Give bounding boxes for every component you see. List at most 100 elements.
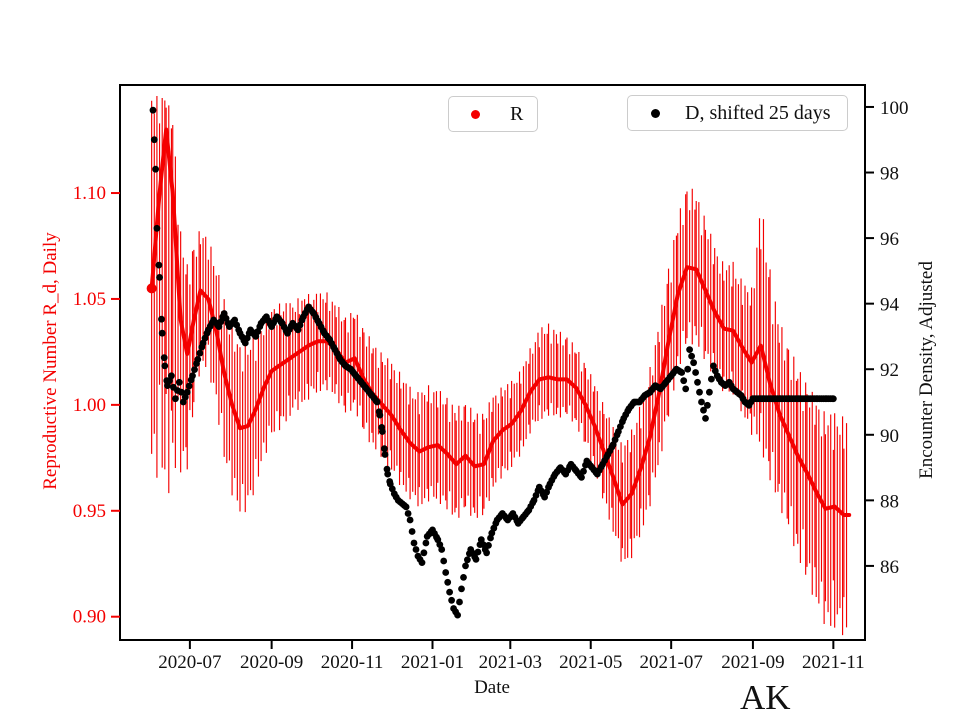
d-point (172, 395, 179, 403)
d-point (412, 546, 420, 553)
d-point (704, 401, 711, 409)
d-point (150, 136, 158, 144)
y-right-tick-label: 94 (880, 295, 900, 316)
d-point (384, 470, 392, 478)
d-point (456, 598, 463, 606)
x-tick-label: 2021-07 (640, 652, 703, 673)
d-point (183, 388, 191, 396)
legend-r-label: R (510, 102, 524, 125)
d-point (700, 406, 707, 414)
d-point (684, 365, 692, 373)
d-point (460, 574, 467, 581)
y-left-tick-label: 1.10 (73, 183, 106, 204)
d-point (706, 388, 713, 396)
legend-r: R (448, 96, 538, 132)
d-point (678, 369, 686, 376)
d-point (696, 388, 703, 396)
y-right-tick-label: 98 (880, 164, 899, 185)
x-tick-label: 2021-09 (721, 652, 784, 673)
d-point (690, 359, 697, 367)
d-point (153, 224, 161, 232)
d-point (420, 549, 428, 557)
x-tick-label: 2021-11 (802, 652, 865, 673)
y-left-tick-label: 1.05 (73, 289, 106, 310)
x-tick-label: 2020-09 (240, 652, 303, 673)
d-point (194, 356, 202, 363)
y-right-tick-label: 88 (880, 491, 899, 512)
legend-d-label: D, shifted 25 days (685, 101, 831, 124)
d-point (438, 546, 446, 553)
y-right-tick-label: 96 (880, 229, 899, 250)
d-point (472, 556, 480, 563)
d-point (578, 474, 585, 481)
d-point (694, 378, 701, 386)
d-point (464, 556, 471, 564)
x-tick-label: 2021-03 (479, 652, 542, 673)
d-point (158, 329, 166, 337)
d-point (191, 366, 198, 373)
d-point (376, 411, 384, 419)
d-point (175, 378, 183, 386)
d-point (149, 106, 157, 114)
d-point (422, 539, 430, 547)
d-point (485, 542, 492, 549)
d-point (168, 372, 175, 380)
d-point (406, 516, 414, 524)
d-point (381, 445, 388, 453)
plot-frame (119, 84, 866, 641)
d-point (682, 385, 690, 393)
y-right-tick-label: 100 (880, 98, 909, 119)
y-left-tick-label: 1.00 (73, 395, 106, 416)
r-errorbars-group (151, 96, 848, 636)
d-point (462, 562, 469, 570)
d-point (196, 349, 204, 357)
d-point (418, 559, 426, 566)
d-point (692, 369, 699, 376)
d-point (408, 528, 416, 535)
corner-label: AK (740, 678, 791, 717)
d-point (702, 415, 709, 422)
x-tick-label: 2021-05 (559, 652, 622, 673)
d-point (440, 557, 448, 565)
r-series-marker-icon (471, 109, 480, 119)
d-point (402, 503, 410, 511)
d-point (152, 165, 160, 173)
d-point (580, 467, 587, 475)
d-point (446, 588, 453, 596)
d-point (373, 398, 381, 406)
d-point (444, 578, 452, 586)
d-point (442, 569, 450, 576)
d-point (708, 375, 715, 383)
legend-d: D, shifted 25 days (627, 95, 848, 131)
d-point (698, 398, 705, 406)
d-point (177, 388, 185, 396)
y-right-tick-label: 92 (880, 360, 899, 381)
d-point (448, 596, 455, 604)
d-point (483, 549, 490, 557)
d-point (829, 395, 837, 403)
d-point (379, 428, 386, 435)
d-series-marker-icon (651, 108, 660, 118)
d-point (688, 352, 695, 360)
d-point (680, 377, 688, 385)
y-left-tick-label: 0.90 (73, 607, 106, 628)
d-point (404, 510, 412, 517)
d-point (158, 315, 165, 323)
d-point (474, 548, 482, 556)
y-axis-label-left: Reproductive Number R_d, Daily (40, 232, 61, 490)
d-point (189, 372, 196, 380)
x-tick-label: 2021-01 (401, 652, 464, 673)
x-axis-label: Date (474, 677, 510, 698)
y-left-tick-label: 0.95 (73, 501, 106, 522)
d-point (185, 382, 193, 390)
r-first-point (146, 283, 157, 294)
x-tick-label: 2020-07 (158, 652, 221, 673)
d-point (458, 585, 465, 593)
r-line-group (146, 127, 852, 517)
y-right-tick-label: 86 (880, 557, 899, 578)
y-right-tick-label: 90 (880, 426, 899, 447)
d-scatter-group (149, 106, 837, 619)
r-line (149, 127, 852, 517)
